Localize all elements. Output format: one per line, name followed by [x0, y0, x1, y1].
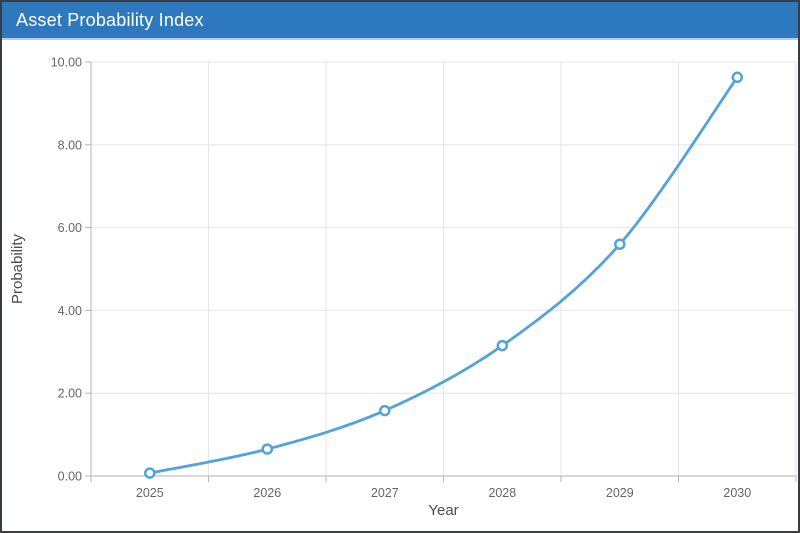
x-tick-label: 2027 [371, 486, 399, 500]
probability-line-chart[interactable]: 0.00 2.00 4.00 6.00 8.00 10.00 2025 2026 2027 202… [2, 40, 798, 531]
data-point[interactable] [731, 71, 744, 84]
data-point[interactable] [614, 238, 626, 250]
x-tick-label: 2028 [488, 486, 516, 500]
chart-container[interactable]: 0.00 2.00 4.00 6.00 8.00 10.00 2025 2026 2027 202… [2, 40, 798, 531]
x-tick-label: 2025 [136, 486, 164, 500]
x-tick-label: 2026 [253, 486, 281, 500]
y-tick-label: 8.00 [58, 138, 82, 152]
data-point[interactable] [144, 467, 156, 479]
data-point[interactable] [379, 404, 391, 417]
gridlines [91, 61, 797, 476]
y-tick-label: 0.00 [58, 470, 82, 484]
y-axis-title: Probability [9, 233, 26, 304]
axis-ticks [85, 61, 797, 482]
y-tick-label: 2.00 [58, 387, 82, 401]
y-tick-label: 4.00 [58, 304, 82, 318]
x-tick-label: 2029 [606, 486, 634, 500]
data-points [144, 71, 744, 479]
y-tick-label: 10.00 [51, 56, 82, 70]
x-axis-title: Year [428, 502, 458, 519]
panel-title: Asset Probability Index [16, 9, 204, 30]
panel-header: Asset Probability Index [2, 2, 798, 40]
x-tick-label: 2030 [723, 486, 751, 500]
y-tick-label: 6.00 [58, 221, 82, 235]
data-point[interactable] [261, 443, 274, 455]
data-point[interactable] [496, 339, 509, 352]
